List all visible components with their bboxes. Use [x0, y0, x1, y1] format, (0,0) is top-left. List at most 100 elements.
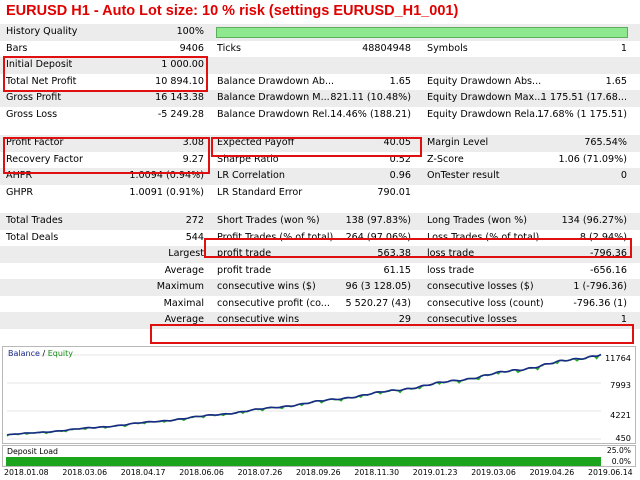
stat-value: 0.96: [389, 170, 411, 181]
stat-value: 1: [620, 314, 627, 325]
stat-label: Short Trades (won %): [217, 215, 320, 226]
stat-value: 0.52: [389, 153, 411, 165]
stat-label: GHPR: [6, 186, 34, 198]
stat-label: LR Correlation: [217, 170, 285, 181]
stat-label: Equity Drawdown Abs...: [427, 75, 542, 87]
stat-value: 765.54%: [584, 137, 627, 148]
load-tick-label: 25.0%: [606, 446, 631, 455]
stat-value: 1.0094 (0.94%): [129, 170, 204, 181]
stat-label: Profit Trades (% of total): [217, 231, 334, 243]
x-tick-label: 2019.03.06: [471, 468, 516, 477]
balance-line: [6, 353, 602, 436]
legend-equity: Equity: [47, 349, 73, 358]
stat-value: 134 (96.27%): [561, 215, 627, 226]
stats-row: Gross Loss -5 249.28 Balance Drawdown Rel.…: [0, 107, 640, 124]
stats-row: Total Trades 272 Short Trades (won %) 138 (…: [0, 213, 640, 230]
stats-row: Maximal consecutive profit (co... 5 520.27…: [0, 296, 640, 313]
stat-value: 29: [398, 314, 411, 325]
x-tick-label: 2018.11.30: [354, 468, 400, 477]
stat-value: Maximum: [156, 281, 204, 292]
legend-separator: /: [39, 349, 48, 358]
stat-value: 544: [185, 231, 204, 243]
stat-label: Equity Drawdown Max...: [427, 92, 544, 103]
stat-label: Z-Score: [427, 153, 464, 165]
stat-label: Recovery Factor: [6, 153, 83, 165]
y-tick-label: 4221: [610, 410, 631, 420]
stat-label: Bars: [6, 42, 28, 54]
stat-label: consecutive loss (count): [427, 297, 544, 309]
stat-value: 10 894.10: [155, 75, 204, 87]
stat-value: -5 249.28: [157, 108, 204, 120]
stat-label: History Quality: [6, 26, 78, 37]
stats-row: Total Deals 544 Profit Trades (% of total)…: [0, 230, 640, 247]
stat-label: Gross Profit: [6, 92, 62, 103]
stat-value: 14.46% (188.21): [330, 108, 411, 120]
stat-label: profit trade: [217, 264, 272, 276]
stats-row: AHPR 1.0094 (0.94%) LR Correlation 0.96 OnTe…: [0, 168, 640, 185]
stat-value: 16 143.38: [155, 92, 204, 103]
stat-value: 821.11 (10.48%): [330, 92, 411, 103]
stat-label: consecutive losses: [427, 314, 517, 325]
stat-value: 100%: [176, 26, 204, 37]
stat-value: 96 (3 128.05): [345, 281, 411, 292]
stats-row: Average consecutive wins 29 consecutive los…: [0, 312, 640, 329]
stat-label: Ticks: [217, 42, 242, 54]
x-tick-label: 2018.04.17: [120, 468, 166, 477]
x-tick-label: 2018.03.06: [62, 468, 108, 477]
stat-label: loss trade: [427, 248, 475, 259]
stat-label: consecutive wins ($): [217, 281, 316, 292]
stats-row: Recovery Factor 9.27 Sharpe Ratio 0.52 Z-Sco…: [0, 152, 640, 169]
stat-label: Expected Payoff: [217, 137, 295, 148]
stat-label: Total Deals: [6, 231, 59, 243]
stat-label: Total Trades: [6, 215, 63, 226]
stats-row: Maximum consecutive wins ($) 96 (3 128.05)…: [0, 279, 640, 296]
stat-value: 563.38: [377, 248, 411, 259]
stat-label: Profit Factor: [6, 137, 64, 148]
y-tick-label: 11764: [604, 353, 631, 363]
chart-legend: Balance / Equity: [8, 349, 73, 358]
stat-label: Equity Drawdown Rela...: [427, 108, 545, 120]
report-table: History Quality 100% Bars 9406 Ticks 48804948…: [0, 24, 640, 329]
stat-value: 48804948: [362, 42, 411, 54]
stats-row: Initial Deposit 1 000.00: [0, 57, 640, 74]
deposit-load-panel: Deposit Load 25.0% 0.0%: [2, 445, 636, 467]
stats-row: GHPR 1.0091 (0.91%) LR Standard Error 790.0…: [0, 185, 640, 202]
stat-value: 1.65: [389, 75, 411, 87]
x-tick-label: 2019.06.14: [588, 468, 633, 477]
stat-label: consecutive profit (co...: [217, 297, 330, 309]
y-tick-label: 7993: [610, 380, 631, 390]
stat-value: 1 000.00: [161, 59, 204, 70]
stat-value: 5 520.27 (43): [345, 297, 411, 309]
stat-value: -656.16: [589, 264, 627, 276]
stat-label: consecutive losses ($): [427, 281, 534, 292]
equity-line: [6, 353, 602, 437]
stat-label: Initial Deposit: [6, 59, 73, 70]
stat-value: 3.08: [182, 137, 204, 148]
stat-value: 138 (97.83%): [345, 215, 411, 226]
stat-label: profit trade: [217, 248, 272, 259]
x-tick-label: 2019.01.23: [412, 468, 458, 477]
stat-label: Balance Drawdown M...: [217, 92, 330, 103]
stat-value: -796.36: [589, 248, 627, 259]
x-axis: 2018.01.08 2018.03.06 2018.04.17 2018.06.06…: [0, 467, 640, 480]
stat-label: Long Trades (won %): [427, 215, 528, 226]
stat-label: loss trade: [427, 264, 475, 276]
stat-label: Symbols: [427, 42, 468, 54]
history-quality-bar: [216, 27, 628, 38]
x-tick-label: 2018.07.26: [237, 468, 283, 477]
stats-row: Largest profit trade 563.38 loss trade -796.…: [0, 246, 640, 263]
stat-label: OnTester result: [427, 170, 500, 181]
stat-value: Largest: [168, 248, 204, 259]
stat-value: 1: [620, 42, 627, 54]
stat-value: 264 (97.06%): [345, 231, 411, 243]
y-tick-label: 450: [615, 433, 631, 443]
stats-row: History Quality 100%: [0, 24, 640, 41]
stat-label: Balance Drawdown Ab...: [217, 75, 335, 87]
section-gap: [0, 201, 640, 213]
stat-label: Balance Drawdown Rel...: [217, 108, 335, 120]
stat-label: Sharpe Ratio: [217, 153, 279, 165]
stat-label: Margin Level: [427, 137, 489, 148]
stat-value: 1.0091 (0.91%): [129, 186, 204, 198]
x-tick-label: 2019.04.26: [529, 468, 575, 477]
stat-label: consecutive wins: [217, 314, 300, 325]
